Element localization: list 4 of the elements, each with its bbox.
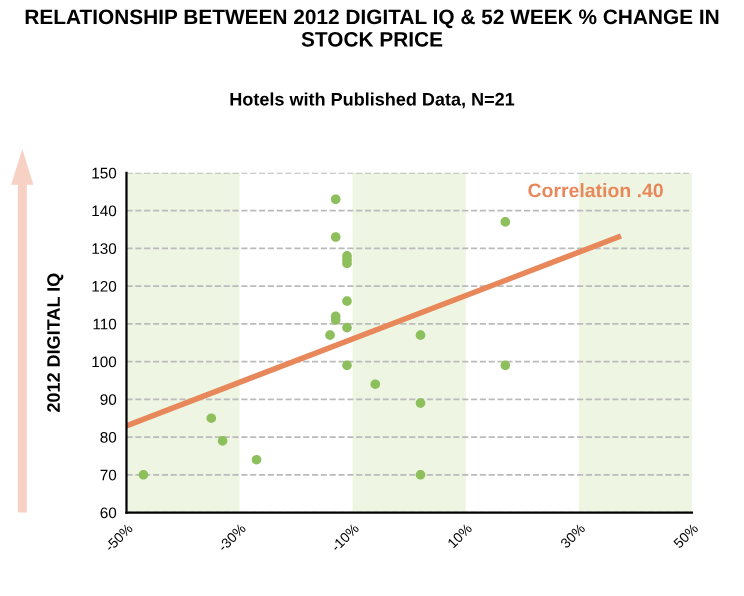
chart-title: RELATIONSHIP BETWEEN 2012 DIGITAL IQ & 52 WEEK % CHANGE IN STOCK PRICE <box>25 9 719 47</box>
chart-subtitle: Hotels with Published Data, N=21 <box>230 92 515 109</box>
y-axis-title: 2012 DIGITAL IQ <box>47 273 64 412</box>
annotation: Correlation .40 <box>528 183 663 198</box>
